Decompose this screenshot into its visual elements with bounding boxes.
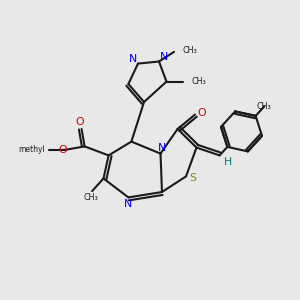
Text: N: N [128,54,137,64]
Text: CH₃: CH₃ [257,102,272,111]
Text: CH₃: CH₃ [182,46,197,55]
Text: S: S [189,173,196,183]
Text: H: H [224,157,232,167]
Text: O: O [197,108,206,118]
Text: CH₃: CH₃ [191,77,206,86]
Text: O: O [58,145,67,155]
Text: N: N [160,52,169,62]
Text: methyl: methyl [18,146,45,154]
Text: CH₃: CH₃ [83,193,98,202]
Text: O: O [76,117,84,128]
Text: N: N [124,199,133,209]
Text: N: N [158,143,166,153]
